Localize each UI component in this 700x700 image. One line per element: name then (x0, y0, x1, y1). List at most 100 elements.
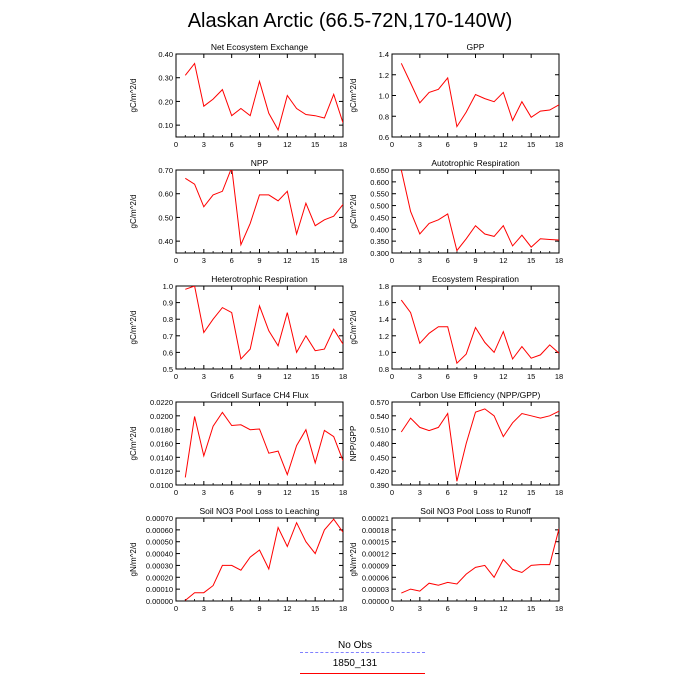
x-tick-label: 6 (230, 140, 234, 149)
x-tick-label: 12 (499, 372, 507, 381)
x-tick-label: 12 (283, 256, 291, 265)
y-tick-label: 1.8 (379, 282, 389, 291)
y-tick-label: 1.2 (379, 332, 389, 341)
y-axis-label: gC/m^2/d (129, 79, 138, 113)
y-tick-label: 0.390 (370, 481, 389, 490)
chart-title: NPP (251, 158, 269, 168)
plot-frame (391, 169, 560, 254)
plot-frame (175, 169, 344, 254)
x-tick-label: 0 (390, 604, 394, 613)
x-tick-label: 18 (555, 372, 563, 381)
x-tick-label: 15 (311, 604, 319, 613)
page-title: Alaskan Arctic (66.5-72N,170-140W) (187, 10, 513, 32)
y-tick-label: 0.5 (163, 365, 173, 374)
y-tick-label: 0.0220 (150, 398, 173, 407)
x-tick-label: 0 (390, 488, 394, 497)
legend-1850-131-label: 1850_131 (332, 658, 378, 669)
x-tick-label: 18 (555, 604, 563, 613)
y-tick-label: 0.8 (379, 365, 389, 374)
x-tick-label: 18 (339, 140, 347, 149)
x-tick-label: 15 (527, 488, 535, 497)
y-tick-label: 0.0160 (150, 440, 173, 449)
x-tick-label: 3 (202, 256, 206, 265)
x-tick-label: 18 (339, 604, 347, 613)
x-tick-label: 6 (230, 372, 234, 381)
chart-title: Soil NO3 Pool Loss to Runoff (420, 506, 531, 516)
series-line (184, 411, 343, 478)
y-tick-label: 0.9 (163, 299, 173, 308)
y-tick-label: 0.0100 (150, 481, 173, 490)
y-tick-label: 0.0140 (150, 453, 173, 462)
series-line (184, 62, 343, 132)
y-tick-label: 1.4 (379, 315, 389, 324)
y-tick-label: 0.00009 (362, 561, 389, 570)
y-tick-label: 1.0 (379, 348, 389, 357)
y-tick-label: 0.30 (158, 74, 173, 83)
x-tick-label: 0 (390, 256, 394, 265)
x-tick-label: 0 (390, 140, 394, 149)
x-tick-label: 9 (473, 372, 477, 381)
legend-no-obs-label: No Obs (338, 640, 372, 651)
x-tick-label: 0 (174, 372, 178, 381)
x-tick-label: 0 (174, 604, 178, 613)
x-tick-label: 6 (230, 256, 234, 265)
y-tick-label: 0.510 (370, 426, 389, 435)
x-tick-label: 18 (555, 488, 563, 497)
x-tick-label: 3 (202, 488, 206, 497)
y-tick-label: 0.450 (370, 453, 389, 462)
y-tick-label: 0.00030 (146, 561, 173, 570)
x-tick-label: 0 (174, 140, 178, 149)
y-tick-label: 0.40 (158, 237, 173, 246)
y-tick-label: 0.350 (370, 237, 389, 246)
y-tick-label: 0.6 (163, 348, 173, 357)
y-tick-label: 1.2 (379, 71, 389, 80)
chart-gridcell-surface-ch4-flux: Gridcell Surface CH4 Flux 0 3 6 9 12 15 18 0.010… (129, 390, 347, 497)
y-axis-label: gC/m^2/d (349, 195, 358, 229)
plot-frame (175, 285, 344, 370)
y-tick-label: 1.0 (379, 92, 389, 101)
y-tick-label: 0.570 (370, 398, 389, 407)
x-tick-label: 3 (202, 140, 206, 149)
series-line (184, 518, 343, 601)
series-line (185, 286, 343, 361)
y-tick-label: 0.00040 (146, 550, 173, 559)
chart-title: Net Ecosystem Exchange (211, 42, 309, 52)
legend-no-obs-line (300, 652, 425, 653)
x-tick-label: 15 (527, 372, 535, 381)
x-tick-label: 0 (174, 488, 178, 497)
y-axis-label: gC/m^2/d (129, 195, 138, 229)
plot-frame (391, 401, 560, 486)
y-axis-label: gN/m^2/d (349, 543, 358, 577)
y-tick-label: 0.50 (158, 213, 173, 222)
y-tick-label: 0.10 (158, 121, 173, 130)
series-line (400, 63, 559, 128)
x-tick-label: 18 (339, 372, 347, 381)
x-tick-label: 0 (174, 256, 178, 265)
x-tick-label: 12 (499, 488, 507, 497)
y-tick-label: 1.6 (379, 299, 389, 308)
y-tick-label: 0.6 (379, 133, 389, 142)
chart-carbon-use-efficiency-npp-gpp: Carbon Use Efficiency (NPP/GPP) 0 3 6 9 12 15 1… (349, 390, 563, 497)
x-tick-label: 12 (283, 140, 291, 149)
x-tick-label: 6 (230, 604, 234, 613)
x-tick-label: 15 (311, 140, 319, 149)
y-tick-label: 0.00070 (146, 514, 173, 523)
chart-autotrophic-respiration: Autotrophic Respiration 0 3 6 9 12 15 18 0.300 0.… (349, 158, 563, 265)
x-tick-label: 9 (473, 140, 477, 149)
y-axis-label: gC/m^2/d (349, 311, 358, 345)
y-axis-label: gC/m^2/d (129, 427, 138, 461)
y-tick-label: 0.420 (370, 467, 389, 476)
y-tick-label: 0.60 (158, 190, 173, 199)
chart-title: Soil NO3 Pool Loss to Leaching (199, 506, 319, 516)
y-axis-label: NPP/GPP (349, 426, 358, 462)
x-tick-label: 9 (473, 256, 477, 265)
chart-heterotrophic-respiration: Heterotrophic Respiration 0 3 6 9 12 15 18 0.5 0.… (129, 274, 347, 381)
y-tick-label: 0.0120 (150, 467, 173, 476)
x-tick-label: 3 (418, 372, 422, 381)
y-tick-label: 0.8 (163, 315, 173, 324)
y-tick-label: 1.0 (163, 282, 173, 291)
x-tick-label: 6 (446, 372, 450, 381)
x-tick-label: 6 (446, 256, 450, 265)
x-tick-label: 9 (257, 488, 261, 497)
y-tick-label: 0.00015 (362, 538, 389, 547)
